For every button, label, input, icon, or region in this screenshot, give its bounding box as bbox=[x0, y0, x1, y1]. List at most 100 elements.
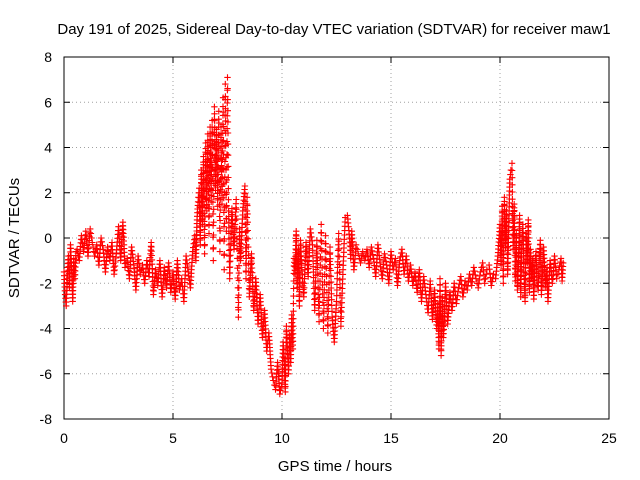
data-points bbox=[60, 74, 567, 398]
data-point bbox=[334, 247, 342, 254]
data-point bbox=[143, 257, 150, 264]
data-point bbox=[314, 250, 321, 257]
data-point bbox=[314, 257, 321, 264]
data-point bbox=[226, 263, 234, 271]
data-point bbox=[226, 247, 233, 254]
data-point bbox=[296, 302, 303, 310]
data-point bbox=[319, 290, 326, 297]
data-point bbox=[225, 196, 232, 203]
data-point bbox=[206, 203, 213, 211]
data-point bbox=[368, 247, 376, 254]
data-point bbox=[223, 151, 231, 158]
data-point bbox=[335, 245, 343, 253]
data-point bbox=[99, 242, 106, 249]
data-point bbox=[516, 212, 523, 219]
data-point bbox=[224, 140, 232, 148]
data-point bbox=[336, 261, 343, 268]
data-point bbox=[243, 248, 250, 255]
data-point bbox=[327, 255, 334, 262]
data-point bbox=[226, 252, 233, 260]
data-point bbox=[525, 240, 532, 248]
data-point bbox=[337, 307, 344, 314]
data-point bbox=[233, 215, 240, 223]
data-point bbox=[218, 200, 226, 208]
data-point bbox=[210, 219, 217, 226]
data-point bbox=[235, 284, 242, 291]
data-point bbox=[310, 263, 317, 270]
data-point bbox=[241, 190, 249, 197]
data-point bbox=[269, 373, 276, 380]
data-point bbox=[460, 285, 468, 293]
data-point bbox=[315, 318, 323, 325]
data-point bbox=[525, 216, 532, 224]
data-point bbox=[199, 198, 206, 205]
data-point bbox=[215, 108, 222, 115]
y-tick-label: -2 bbox=[40, 275, 53, 291]
data-point bbox=[289, 345, 297, 353]
data-point bbox=[219, 147, 226, 155]
data-point bbox=[208, 171, 215, 178]
data-point bbox=[220, 123, 227, 130]
data-point bbox=[290, 300, 297, 307]
data-point bbox=[335, 230, 342, 237]
data-point bbox=[223, 125, 231, 132]
data-point bbox=[216, 217, 224, 224]
data-point bbox=[354, 246, 361, 253]
data-point bbox=[220, 209, 228, 216]
data-point bbox=[324, 315, 332, 322]
data-point bbox=[488, 282, 495, 289]
data-point bbox=[221, 266, 228, 273]
data-point bbox=[318, 221, 325, 228]
data-point bbox=[334, 252, 342, 260]
data-point bbox=[522, 292, 529, 299]
data-point bbox=[560, 259, 567, 267]
data-point bbox=[522, 269, 529, 277]
data-point bbox=[235, 269, 243, 277]
data-point bbox=[290, 323, 297, 330]
data-point bbox=[218, 162, 225, 169]
data-point bbox=[359, 248, 366, 255]
y-tick-label: -8 bbox=[40, 411, 53, 427]
data-point bbox=[73, 246, 81, 253]
data-point bbox=[210, 193, 217, 200]
data-point bbox=[313, 260, 320, 267]
data-point bbox=[201, 222, 209, 230]
data-point bbox=[87, 225, 94, 233]
x-tick-label: 10 bbox=[274, 430, 290, 446]
data-point bbox=[98, 238, 105, 245]
chart-title: Day 191 of 2025, Sidereal Day-to-day VTE… bbox=[57, 21, 610, 38]
data-point bbox=[522, 286, 529, 294]
data-point bbox=[218, 156, 225, 163]
data-point bbox=[500, 280, 507, 287]
data-point bbox=[357, 259, 364, 267]
data-point bbox=[311, 296, 318, 303]
data-point bbox=[328, 284, 335, 292]
data-point bbox=[277, 387, 284, 394]
data-point bbox=[220, 194, 227, 202]
data-point bbox=[225, 185, 232, 192]
data-point bbox=[475, 280, 482, 287]
y-tick-label: 8 bbox=[44, 49, 52, 65]
data-point bbox=[235, 262, 243, 269]
data-point bbox=[296, 297, 303, 304]
data-point bbox=[221, 158, 229, 165]
data-point bbox=[271, 381, 278, 389]
data-point bbox=[319, 299, 327, 306]
data-point bbox=[336, 268, 343, 276]
data-point bbox=[244, 202, 251, 209]
data-point bbox=[318, 238, 325, 245]
data-point bbox=[218, 175, 225, 182]
data-point bbox=[517, 266, 524, 273]
data-point bbox=[511, 226, 518, 233]
data-point bbox=[455, 284, 462, 291]
y-tick-label: -4 bbox=[40, 321, 53, 337]
data-point bbox=[290, 277, 297, 285]
x-tick-label: 0 bbox=[60, 430, 68, 446]
plot-frame bbox=[63, 56, 610, 420]
data-point bbox=[436, 281, 444, 289]
data-point bbox=[201, 226, 208, 233]
data-point bbox=[459, 293, 467, 300]
data-point bbox=[318, 247, 325, 254]
data-point bbox=[227, 252, 234, 259]
data-point bbox=[201, 218, 208, 225]
